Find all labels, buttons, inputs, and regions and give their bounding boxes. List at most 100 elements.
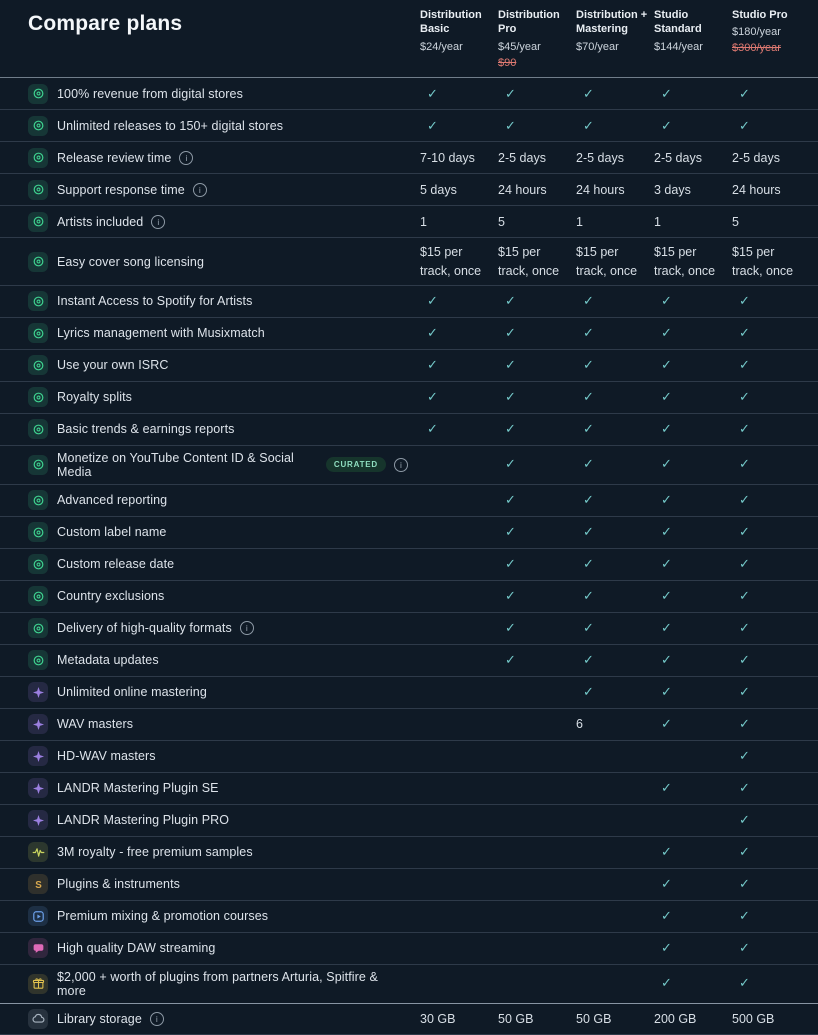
plan-name: Distribution Pro (498, 9, 560, 36)
feature-label: Artists included (57, 214, 144, 229)
check-icon: ✓ (505, 292, 516, 308)
check-icon: ✓ (583, 651, 594, 667)
plan-value-cell: 500 GB (732, 1011, 775, 1026)
plan-value-cell: ✓ (732, 319, 810, 348)
check-icon: ✓ (739, 811, 750, 827)
check-icon: ✓ (661, 456, 672, 472)
plan-value-cell: ✓ (576, 450, 654, 479)
plan-value-cell: ✓ (732, 969, 810, 998)
plan-value-cell: $15 per track, once (576, 245, 638, 278)
check-icon: ✓ (739, 651, 750, 667)
plan-value-cell: $15 per track, once (654, 245, 716, 278)
check-icon: ✓ (661, 651, 672, 667)
feature-row-metadata-updates: Metadata updates ✓ ✓ ✓ ✓ (0, 645, 818, 677)
plan-value-cell: ✓ (732, 902, 810, 931)
feature-row-instant-access-to-spotify-for-artists: Instant Access to Spotify for Artists ✓ ✓ ✓… (0, 286, 818, 318)
plan-value-cell: ✓ (654, 838, 732, 867)
feature-label: Country exclusions (57, 589, 165, 604)
plan-value-cell: ✓ (498, 319, 576, 348)
plan-value-cell: 50 GB (576, 1011, 612, 1026)
plan-value-cell: ✓ (576, 383, 654, 412)
feature-row-3m-royalty-free-premium-samples: 3M royalty - free premium samples ✓ ✓ (0, 837, 818, 869)
plan-value-cell-empty (420, 495, 498, 505)
plan-value-cell: ✓ (576, 415, 654, 444)
feature-label-cell: Lyrics management with Musixmatch (28, 318, 420, 348)
plan-old-price: $300/year (732, 42, 781, 55)
distribution-icon (28, 490, 48, 511)
check-icon: ✓ (505, 523, 516, 539)
plan-value-cell-empty (498, 979, 576, 989)
plan-value-cell: ✓ (732, 80, 810, 109)
distribution-icon (28, 179, 48, 200)
check-icon: ✓ (661, 491, 672, 507)
plan-value-cell-empty (576, 783, 654, 793)
plan-value-cell: ✓ (732, 287, 810, 316)
plan-value-cell: ✓ (498, 351, 576, 380)
plan-value-cell: 50 GB (498, 1011, 534, 1026)
plan-value-cell: ✓ (732, 582, 810, 611)
distribution-icon (28, 251, 48, 272)
feature-row-landr-mastering-plugin-se: LANDR Mastering Plugin SE ✓ ✓ (0, 773, 818, 805)
plan-old-price: $90 (498, 56, 517, 69)
check-icon: ✓ (661, 683, 672, 699)
check-icon: ✓ (739, 555, 750, 571)
info-icon[interactable]: i (151, 214, 166, 229)
plan-value-cell: ✓ (498, 550, 576, 579)
info-icon[interactable]: i (192, 182, 207, 197)
check-icon: ✓ (739, 683, 750, 699)
check-icon: ✓ (661, 324, 672, 340)
distribution-icon (28, 323, 48, 344)
plan-value-cell: ✓ (732, 838, 810, 867)
feature-label: Unlimited releases to 150+ digital store… (57, 118, 284, 133)
plan-value-cell-empty (420, 559, 498, 569)
feature-label-cell: WAV masters (28, 709, 420, 739)
feature-label: Plugins & instruments (57, 877, 180, 892)
plan-value-cell-empty (420, 751, 498, 761)
mastering-icon (28, 682, 48, 703)
plan-value-cell: ✓ (732, 870, 810, 899)
plan-value-cell: ✓ (654, 870, 732, 899)
plan-value-cell: 1 (654, 214, 661, 229)
feature-label-cell: Library storage i (28, 1004, 420, 1034)
plan-value-cell: 2-5 days (498, 150, 546, 165)
feature-label-cell: 100% revenue from digital stores (28, 79, 420, 109)
feature-row-lyrics-management-with-musixmatch: Lyrics management with Musixmatch ✓ ✓ ✓ ✓ ✓ (0, 318, 818, 350)
feature-label: High quality DAW streaming (57, 941, 216, 956)
distribution-icon (28, 650, 48, 671)
plugins-icon: S (28, 874, 48, 895)
streaming-icon (28, 938, 48, 959)
feature-row-release-review-time: Release review time i 7-10 days 2-5 days 2-5… (0, 142, 818, 175)
feature-label: LANDR Mastering Plugin SE (57, 781, 219, 796)
feature-label: Release review time (57, 150, 172, 165)
check-icon: ✓ (505, 356, 516, 372)
check-icon: ✓ (739, 420, 750, 436)
distribution-icon (28, 211, 48, 232)
info-icon[interactable]: i (239, 621, 254, 636)
mastering-icon (28, 810, 48, 831)
feature-label-cell: S Plugins & instruments (28, 869, 420, 899)
feature-label: Unlimited online mastering (57, 685, 207, 700)
plan-value-cell: $15 per track, once (420, 245, 482, 278)
plan-value-cell: ✓ (498, 450, 576, 479)
plan-value-cell: ✓ (732, 351, 810, 380)
feature-row-custom-label-name: Custom label name ✓ ✓ ✓ ✓ (0, 517, 818, 549)
plan-value-cell: ✓ (654, 319, 732, 348)
check-icon: ✓ (583, 388, 594, 404)
plan-value-cell: ✓ (654, 774, 732, 803)
plan-value-cell: ✓ (576, 351, 654, 380)
plan-name: Distribution + Mastering (576, 9, 648, 36)
check-icon: ✓ (739, 939, 750, 955)
info-icon[interactable]: i (179, 150, 194, 165)
check-icon: ✓ (661, 907, 672, 923)
check-icon: ✓ (583, 456, 594, 472)
plan-value-cell: ✓ (420, 383, 498, 412)
feature-label-cell: HD-WAV masters (28, 741, 420, 771)
check-icon: ✓ (661, 523, 672, 539)
plan-value-cell: ✓ (576, 678, 654, 707)
check-icon: ✓ (661, 85, 672, 101)
plan-value-cell: ✓ (732, 486, 810, 515)
feature-label-cell: Support response time i (28, 175, 420, 205)
plan-value-cell: ✓ (654, 80, 732, 109)
storage-icon (28, 1008, 48, 1029)
info-icon[interactable]: i (394, 457, 408, 472)
